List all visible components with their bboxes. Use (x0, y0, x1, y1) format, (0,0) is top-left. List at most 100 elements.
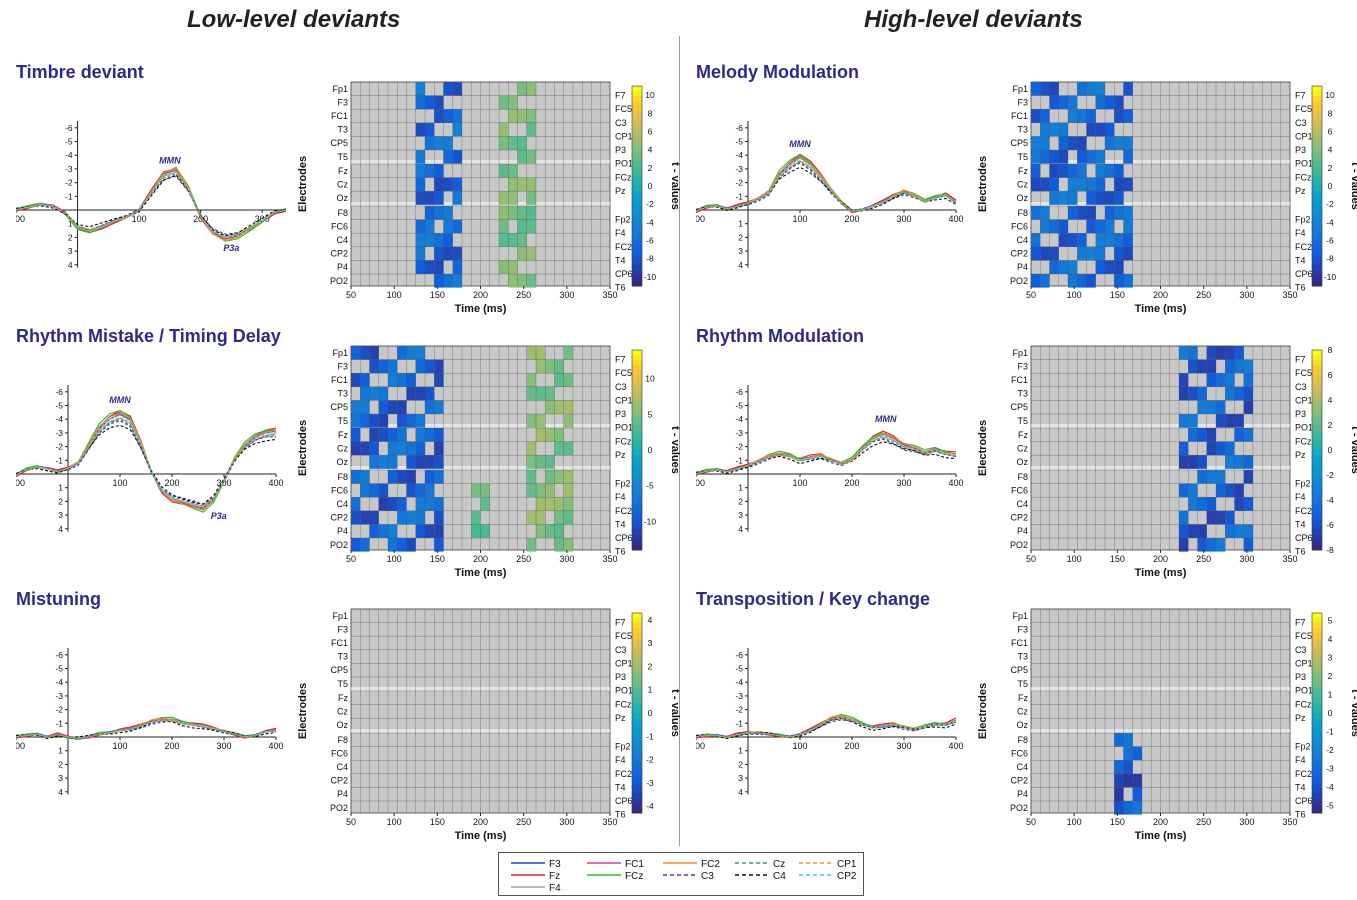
colorbar-segment (632, 788, 642, 794)
erp-chart: -6 -5 -4 -3 -2 -1 1 2 3 4 -100 100 200 300 400 MMN (696, 120, 964, 270)
heatmap-cell (1216, 538, 1226, 552)
heatmap-cell (499, 260, 509, 274)
heatmap-cell (351, 400, 361, 414)
heatmap-cell (480, 483, 490, 498)
colorbar-tick-label: -10 (644, 272, 657, 282)
colorbar-segment (632, 693, 642, 699)
heatmap-cell (1188, 497, 1198, 511)
heatmap-cell (434, 260, 444, 274)
colorbar-segment (1312, 808, 1322, 814)
erp-x-tick-label: -100 (16, 478, 25, 488)
legend-label: C3 (701, 871, 714, 882)
time-tick-label: 100 (1067, 554, 1082, 564)
colorbar-segment (632, 196, 642, 202)
time-tick-label: 50 (346, 817, 356, 827)
colorbar-segment (632, 101, 642, 107)
colorbar-segment (632, 141, 642, 147)
colorbar-segment (1312, 485, 1322, 491)
electrode-label-left: T3 (337, 652, 348, 662)
colorbar-segment (1312, 613, 1322, 619)
erp-y-tick-label: -5 (65, 137, 73, 147)
erp-series-c3 (16, 720, 277, 740)
heatmap-cell (471, 524, 481, 538)
erp-y-tick-label: -6 (735, 123, 743, 133)
electrode-label-left: FC1 (331, 638, 348, 648)
colorbar-segment (632, 186, 642, 192)
heatmap-cell (406, 483, 416, 498)
erp-plot: -6 -5 -4 -3 -2 -1 1 2 3 4 -100 100 200 300 400 MMN (696, 120, 964, 270)
colorbar-segment (1312, 535, 1322, 541)
colorbar-tick-label: 6 (1328, 126, 1333, 136)
electrodes-axis-label: Electrodes (977, 683, 989, 739)
colorbar-segment (1312, 763, 1322, 769)
heatmap-cell (1123, 246, 1133, 261)
electrode-label-left: FC6 (1011, 221, 1028, 231)
erp-x-tick-label: 300 (255, 214, 270, 224)
heatmap-cell (1243, 359, 1253, 374)
heatmap-cell (554, 373, 564, 387)
colorbar-segment (632, 733, 642, 739)
time-tick-label: 100 (387, 554, 402, 564)
heatmap-cell (369, 441, 379, 456)
heatmap-cell (526, 206, 536, 220)
time-axis-label: Time (ms) (1135, 830, 1187, 842)
time-tick-label: 150 (430, 290, 445, 300)
electrode-label-right: FCz (1295, 437, 1312, 447)
erp-y-tick-label: 2 (738, 496, 743, 506)
heatmap-cell (351, 441, 361, 456)
electrode-label-right: T4 (1295, 782, 1306, 792)
heatmap-cell (452, 191, 462, 205)
time-tick-label: 100 (1067, 290, 1082, 300)
erp-x-tick-label: 100 (792, 741, 807, 751)
heatmap-cell (1095, 150, 1105, 164)
heatmap-cell (1234, 524, 1244, 538)
erp-y-tick-label: -2 (735, 442, 743, 452)
erp-x-tick-label: 100 (132, 214, 147, 224)
heatmap-cell (1040, 82, 1050, 96)
electrode-label-left: F8 (1017, 208, 1028, 218)
colorbar-segment (1312, 633, 1322, 639)
time-axis-label: Time (ms) (455, 567, 507, 579)
heatmap-cell (397, 400, 407, 414)
erp-y-tick-label: -1 (55, 455, 63, 465)
colorbar-segment (632, 450, 642, 456)
heatmap-cell (1225, 373, 1235, 387)
colorbar-segment (632, 718, 642, 724)
colorbar-segment (632, 430, 642, 436)
electrode-label-right: CP1 (1295, 131, 1313, 141)
heatmap-cell (425, 122, 435, 137)
heatmap-cell (1179, 441, 1189, 456)
heatmap-cell (351, 470, 361, 484)
heatmap-cell (415, 414, 425, 428)
colorbar-segment (1312, 276, 1322, 282)
colorbar-tick-label: 4 (1328, 634, 1333, 644)
erp-y-tick-label: 2 (58, 759, 63, 769)
time-axis-label: Time (ms) (455, 830, 507, 842)
heatmap-cell (526, 538, 536, 552)
legend-label: CP1 (837, 859, 857, 870)
heatmap-cell (1058, 219, 1068, 234)
colorbar-segment (1312, 465, 1322, 471)
electrode-label-right: FC5 (1295, 104, 1312, 114)
heatmap-cell (1058, 191, 1068, 205)
heatmap-cell (388, 470, 398, 484)
time-tick-label: 250 (516, 817, 531, 827)
erp-series-c4 (696, 717, 957, 740)
electrode-label-left: PO2 (1010, 540, 1028, 550)
heatmap-chart: Fp1 F3 FC1 T3 CP5 T5 Fz Cz Oz F8 FC6 C4 CP2 P4 PO2 F7 FC… (977, 81, 1357, 315)
panel-title: Transposition / Key change (696, 589, 931, 609)
time-tick-label: 50 (346, 554, 356, 564)
panel-title: Mistuning (16, 589, 101, 609)
electrode-label-right: CP1 (615, 395, 633, 405)
erp-series-c4 (16, 174, 286, 237)
heatmap-cell (1068, 136, 1078, 150)
colorbar-segment (632, 723, 642, 729)
colorbar-segment (632, 638, 642, 644)
heatmap-cell (1086, 274, 1096, 288)
heatmap-cell (499, 219, 509, 234)
electrode-label-left: T5 (337, 679, 348, 689)
erp-series-cp1 (696, 435, 957, 475)
heatmap-cell (563, 483, 573, 498)
heatmap-cell (1114, 177, 1124, 192)
heatmap: Fp1 F3 FC1 T3 CP5 T5 Fz Cz Oz F8 FC6 C4 CP2 P4 PO2 F7 FC… (297, 345, 681, 579)
